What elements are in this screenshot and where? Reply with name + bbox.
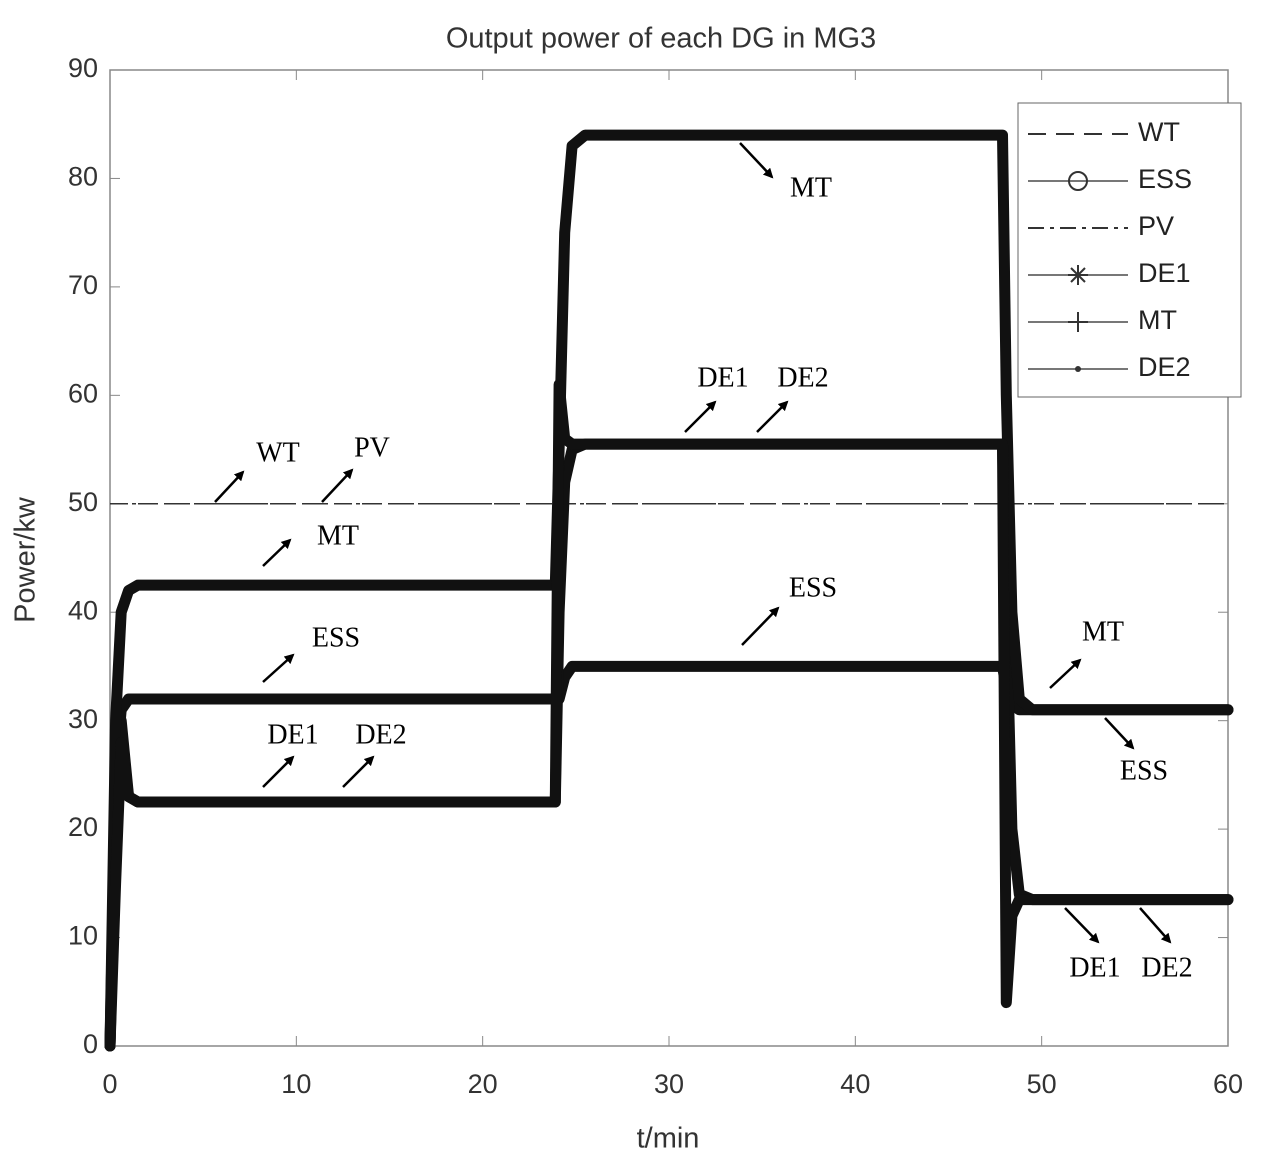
annotation: ESS xyxy=(789,572,837,603)
annotation-arrow xyxy=(342,755,375,788)
annotation-arrow xyxy=(1064,907,1100,944)
annotation-arrow xyxy=(262,755,295,788)
y-tick-label: 30 xyxy=(68,704,98,734)
series-line xyxy=(104,129,1234,1052)
legend-label: WT xyxy=(1138,117,1180,147)
y-axis-label: Power/kw xyxy=(10,496,42,623)
y-tick-label: 90 xyxy=(68,53,98,83)
legend-marker xyxy=(1075,366,1081,372)
legend-label: MT xyxy=(1138,305,1177,335)
series-line xyxy=(104,660,1234,1052)
annotation: DE2 xyxy=(1141,952,1192,983)
annotation: MT xyxy=(317,520,359,551)
annotation: WT xyxy=(256,437,300,468)
series-line xyxy=(104,379,1234,1052)
x-tick-label: 0 xyxy=(102,1069,117,1099)
legend-label: DE2 xyxy=(1138,352,1191,382)
annotation: ESS xyxy=(312,622,360,653)
y-tick-label: 70 xyxy=(68,270,98,300)
annotation: DE1 xyxy=(1069,952,1120,983)
annotation: ESS xyxy=(1120,755,1168,786)
x-tick-label: 20 xyxy=(468,1069,498,1099)
annotation-arrow xyxy=(321,468,354,503)
x-tick-label: 50 xyxy=(1027,1069,1057,1099)
annotation: MT xyxy=(790,172,832,203)
legend-label: PV xyxy=(1138,211,1174,241)
x-tick-label: 40 xyxy=(840,1069,870,1099)
annotation-arrow xyxy=(1104,717,1135,750)
y-tick-label: 20 xyxy=(68,812,98,842)
legend-box xyxy=(1017,102,1242,398)
chart-title: Output power of each DG in MG3 xyxy=(446,23,876,55)
annotation-arrow xyxy=(1049,658,1082,689)
annotation: DE2 xyxy=(355,719,406,750)
x-tick-label: 30 xyxy=(654,1069,684,1099)
y-tick-label: 60 xyxy=(68,378,98,408)
legend-marker xyxy=(1070,267,1086,283)
annotation-arrow xyxy=(756,400,789,433)
annotation: PV xyxy=(354,432,390,463)
annotation-arrow xyxy=(262,538,292,567)
y-tick-label: 80 xyxy=(68,162,98,192)
annotation: DE1 xyxy=(267,719,318,750)
legend-label: ESS xyxy=(1138,164,1192,194)
y-tick-label: 0 xyxy=(83,1029,98,1059)
annotation-arrow xyxy=(262,653,295,683)
x-tick-label: 10 xyxy=(281,1069,311,1099)
annotation-arrow xyxy=(741,606,780,646)
legend-label: DE1 xyxy=(1138,258,1191,288)
annotation: DE2 xyxy=(777,362,828,393)
annotation: DE1 xyxy=(697,362,748,393)
x-axis-label: t/min xyxy=(637,1123,700,1155)
annotation: MT xyxy=(1082,616,1124,647)
y-tick-label: 10 xyxy=(68,921,98,951)
annotation-arrow xyxy=(214,470,245,503)
annotation-arrow xyxy=(739,142,774,179)
legend-marker xyxy=(1068,171,1088,191)
x-tick-label: 60 xyxy=(1213,1069,1243,1099)
y-tick-label: 50 xyxy=(68,487,98,517)
annotation-arrow xyxy=(684,400,717,433)
y-tick-label: 40 xyxy=(68,595,98,625)
annotation-arrow xyxy=(1139,907,1172,944)
